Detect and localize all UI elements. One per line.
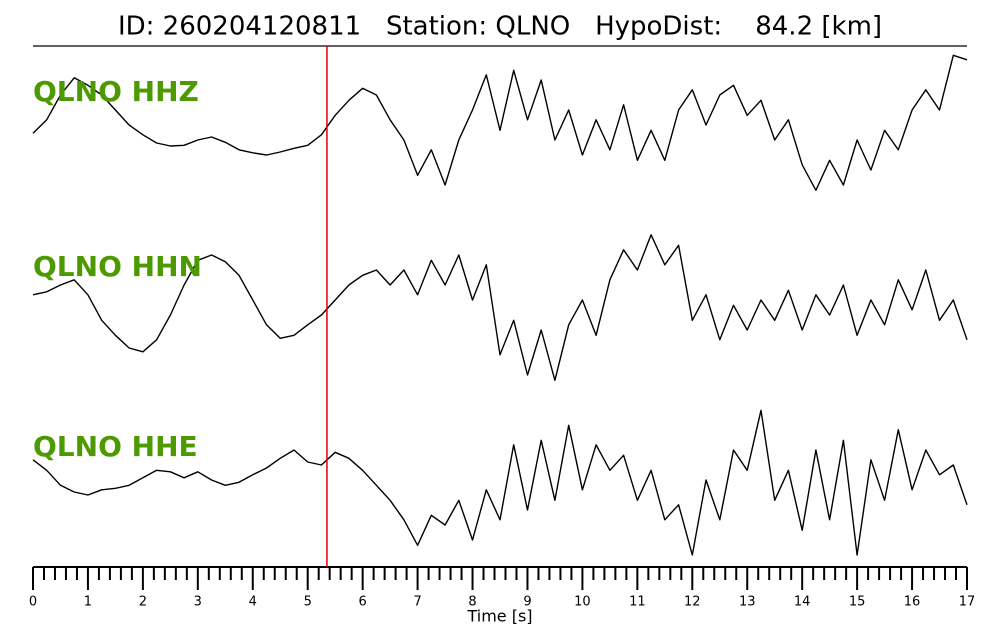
trace (32, 409, 968, 556)
x-tick-label: 12 (684, 595, 701, 610)
x-tick-label: 2 (139, 595, 147, 610)
x-tick-label: 17 (959, 595, 976, 610)
chart-title: ID: 260204120811 Station: QLNO HypoDist:… (118, 12, 882, 42)
x-tick-label: 0 (29, 595, 37, 610)
trace (32, 54, 968, 191)
x-tick-label: 3 (194, 595, 202, 610)
x-tick-label: 9 (523, 595, 531, 610)
x-axis-label: Time [s] (466, 607, 532, 626)
x-tick-label: 8 (468, 595, 476, 610)
x-tick-label: 4 (249, 595, 257, 610)
x-tick-label: 14 (794, 595, 811, 610)
x-tick-label: 10 (574, 595, 591, 610)
x-tick-label: 7 (413, 595, 421, 610)
x-tick-label: 16 (904, 595, 921, 610)
x-tick-label: 6 (359, 595, 367, 610)
x-tick-label: 13 (739, 595, 756, 610)
trace-label: QLNO HHN (33, 250, 202, 283)
trace (32, 234, 968, 381)
trace-label: QLNO HHE (33, 430, 198, 463)
trace-label: QLNO HHZ (33, 75, 199, 108)
x-tick-label: 11 (629, 595, 646, 610)
x-tick-label: 5 (304, 595, 312, 610)
x-tick-label: 1 (84, 595, 92, 610)
x-tick-label: 15 (849, 595, 866, 610)
